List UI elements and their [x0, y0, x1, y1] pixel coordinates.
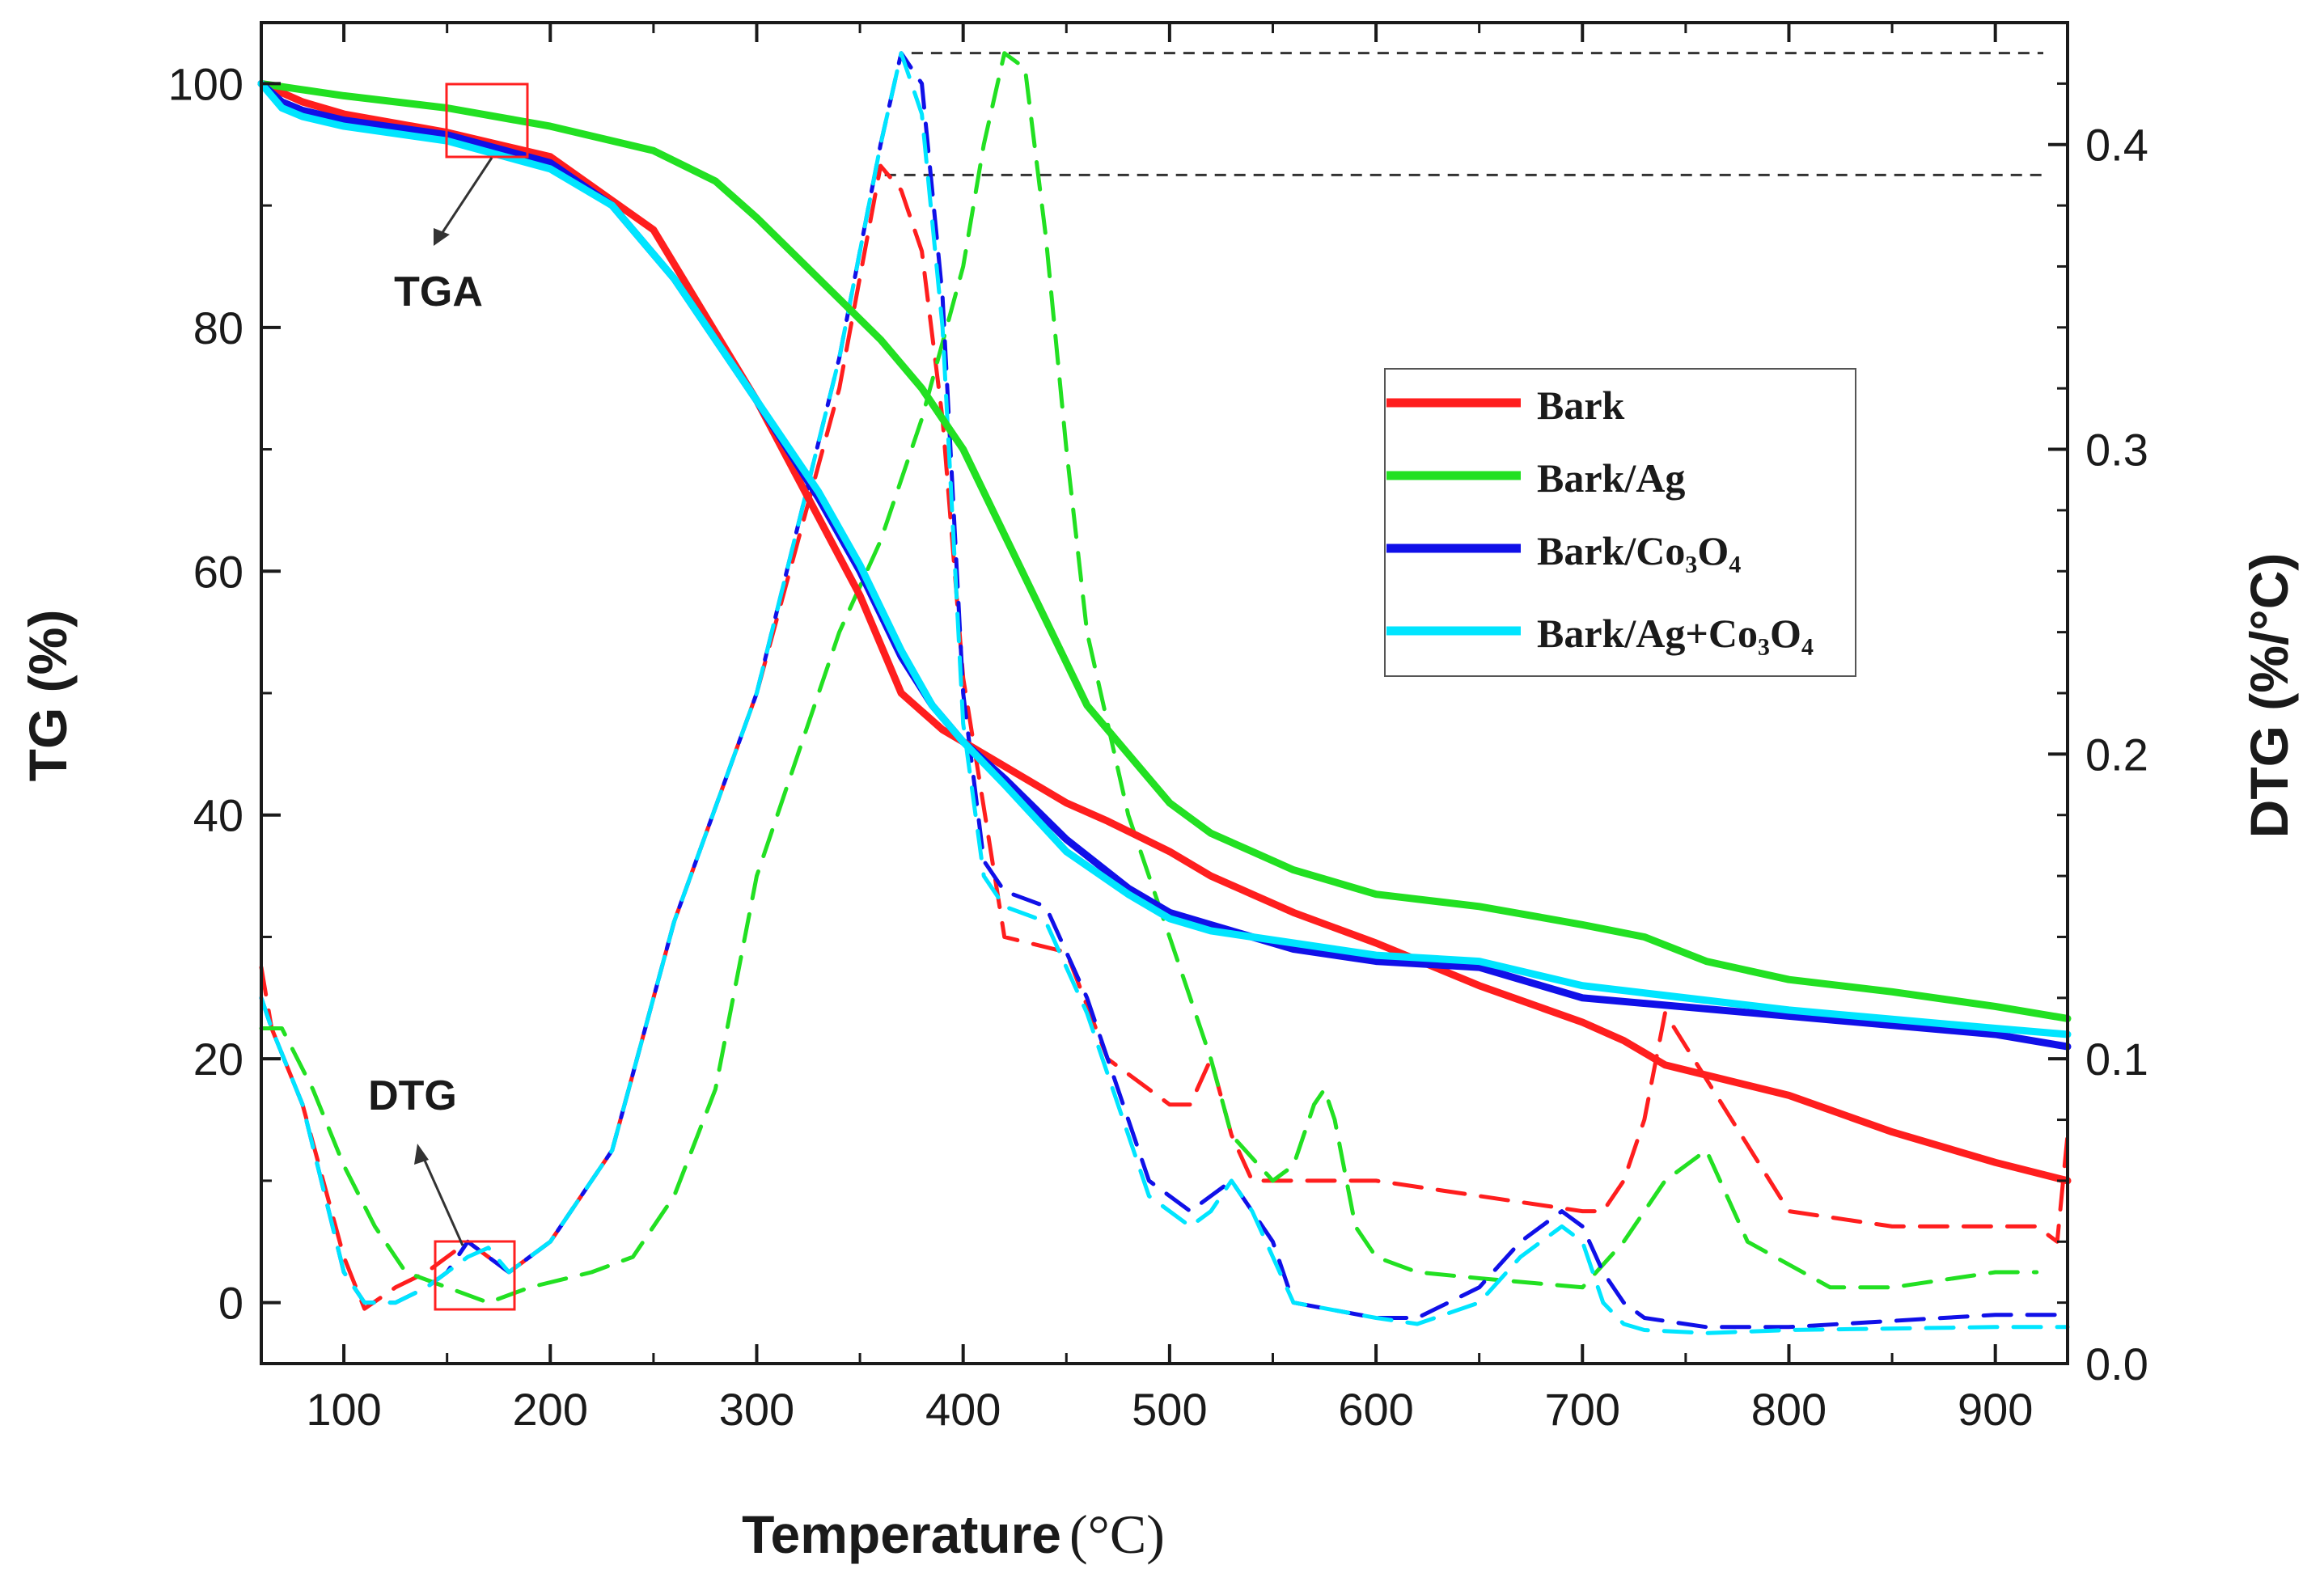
legend: Bark Bark/Ag Bark/Co₃O₄ Bark/Ag+Co₃O₄: [1384, 368, 1856, 677]
series-dtg-bark-ag: [259, 51, 2039, 1305]
tga-highlight-box: [445, 82, 529, 159]
legend-item-bark: Bark: [1386, 383, 1625, 428]
x-tick-label: 900: [1958, 1384, 2033, 1435]
y-tick-label: 20: [193, 1034, 243, 1085]
tga-arrow: [438, 157, 493, 237]
series-tg-bark-ag: [257, 79, 2072, 1022]
x-tick-label: 300: [719, 1384, 794, 1435]
dtg-arrow-head: [414, 1144, 429, 1165]
y2-tick-label: 0.0: [2085, 1339, 2148, 1389]
legend-item-bark-ag: Bark/Ag: [1386, 455, 1685, 501]
plot-lines: [257, 51, 2072, 1335]
y-tick-label: 0: [218, 1278, 243, 1329]
x-axis-title: Temperature: [742, 1504, 1061, 1564]
legend-label-bark: Bark: [1537, 383, 1625, 428]
x-tick-label: 700: [1545, 1384, 1620, 1435]
y2-axis-title: DTG (%/°C): [2239, 553, 2299, 839]
x-axis-title-unit: (°C): [1069, 1504, 1165, 1565]
y2-axis-ticks: 0.0 0.1 0.2 0.3 0.4: [2048, 82, 2148, 1389]
series-dtg-bark: [259, 163, 2070, 1311]
series-tg-bark: [257, 79, 2072, 1185]
series-dtg-bark-co3o4: [259, 51, 2070, 1330]
dtg-label: DTG: [368, 1072, 457, 1119]
y-tick-label: 80: [193, 302, 243, 353]
x-tick-label: 500: [1132, 1384, 1207, 1435]
x-tick-label: 600: [1338, 1384, 1413, 1435]
legend-label-bark-ag: Bark/Ag: [1537, 455, 1685, 501]
tga-arrow-head: [434, 228, 450, 246]
x-tick-label: 100: [306, 1384, 381, 1435]
series-tg-bark-ag-co3o4: [257, 79, 2072, 1038]
legend-item-bark-co3o4: Bark/Co₃O₄: [1386, 528, 1741, 573]
y2-tick-label: 0.2: [2085, 729, 2148, 780]
x-tick-label: 200: [513, 1384, 588, 1435]
y-tick-label: 60: [193, 546, 243, 597]
dtg-highlight-box: [434, 1240, 516, 1311]
series-dtg-bark-ag-co3o4: [259, 51, 2070, 1335]
y-tick-label: 100: [168, 58, 243, 109]
x-axis-ticks: 100 200 300 400 500 600 700 800 900: [306, 23, 2033, 1435]
x-tick-label: 400: [925, 1384, 1001, 1435]
legend-box: [1384, 368, 1856, 677]
tga-label: TGA: [394, 269, 483, 315]
legend-item-bark-ag-co3o4: Bark/Ag+Co₃O₄: [1386, 611, 1814, 656]
y-axis-title: TG (%): [18, 610, 78, 782]
y-axis-ticks: 0 20 40 60 80 100: [168, 58, 281, 1329]
y2-tick-label: 0.3: [2085, 425, 2148, 476]
dtg-arrow: [421, 1154, 464, 1246]
y2-tick-label: 0.1: [2085, 1034, 2148, 1085]
x-tick-label: 800: [1751, 1384, 1827, 1435]
legend-label-bark-ag-co3o4: Bark/Ag+Co₃O₄: [1537, 611, 1814, 656]
legend-label-bark-co3o4: Bark/Co₃O₄: [1537, 528, 1741, 573]
y2-tick-label: 0.4: [2085, 120, 2148, 171]
plot-frame: [260, 21, 2069, 1365]
y-tick-label: 40: [193, 790, 243, 841]
